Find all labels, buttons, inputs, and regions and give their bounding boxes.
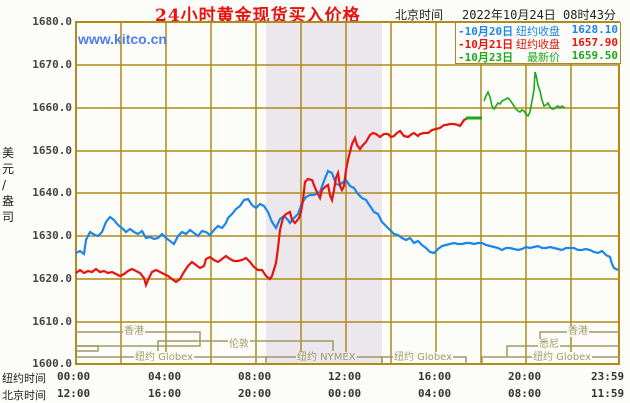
x-tick-bj: 20:00 xyxy=(238,387,272,400)
x-tick-bj: 04:00 xyxy=(418,387,452,400)
x-tick-bj: 11:59 xyxy=(591,387,625,400)
x-tick-ny: 08:00 xyxy=(238,370,272,383)
legend-name: 纽约收盘 xyxy=(516,25,560,38)
legend-date: -10月21日 xyxy=(458,38,514,51)
legend-date: -10月23日 xyxy=(458,51,514,64)
kitco-watermark[interactable]: www.kitco.cn xyxy=(78,31,167,47)
y-tick: 1670.0 xyxy=(32,58,72,71)
ny-time-label: 纽约时间 xyxy=(2,372,46,385)
beijing-time-label: 北京时间 xyxy=(395,8,444,22)
y-tick: 1640.0 xyxy=(32,186,72,199)
legend-value: 1659.50 xyxy=(571,49,618,62)
session-hongkong-right: 香港 xyxy=(567,326,589,337)
legend-name: 纽约收盘 xyxy=(516,38,560,51)
legend-value: 1657.90 xyxy=(571,36,618,49)
x-tick-bj: 08:00 xyxy=(508,387,542,400)
session-globex-1: 纽约 Globex xyxy=(134,352,195,363)
y-tick: 1620.0 xyxy=(32,272,72,285)
session-nymex: 纽约 NYMEX xyxy=(296,352,357,363)
unit-char: / xyxy=(2,178,7,192)
legend-name: 最新价 xyxy=(527,51,560,64)
x-tick-ny: 20:00 xyxy=(508,370,542,383)
legend-item-oct21: -10月21日 纽约收盘 1657.90 xyxy=(458,36,618,51)
y-tick: 1630.0 xyxy=(32,229,72,242)
x-tick-bj: 00:00 xyxy=(328,387,362,400)
grid-lines xyxy=(76,22,619,364)
x-tick-ny: 16:00 xyxy=(418,370,452,383)
plot-border xyxy=(75,21,620,365)
session-london: 伦敦 xyxy=(228,339,250,350)
y-tick: 1680.0 xyxy=(32,15,72,28)
unit-char: 元 xyxy=(2,162,15,176)
x-tick-bj: 16:00 xyxy=(148,387,182,400)
session-hongkong-left: 香港 xyxy=(123,326,145,337)
x-tick-ny: 00:00 xyxy=(57,370,91,383)
session-globex-3: 纽约 Globex xyxy=(532,352,593,363)
session-sydney: 悉尼 xyxy=(538,339,560,350)
unit-char: 司 xyxy=(2,210,15,224)
x-tick-ny: 12:00 xyxy=(328,370,362,383)
legend-date: -10月20日 xyxy=(458,25,514,38)
x-axis-bj-row: 北京时间 12:00 16:00 20:00 00:00 04:00 08:00… xyxy=(0,387,630,402)
session-globex-2: 纽约 Globex xyxy=(393,352,454,363)
x-tick-ny: 04:00 xyxy=(148,370,182,383)
current-datetime: 2022年10月24日 08时43分 xyxy=(462,8,616,22)
x-tick-bj: 12:00 xyxy=(57,387,91,400)
legend-box: -10月20日 纽约收盘 1628.10 -10月21日 纽约收盘 1657.9… xyxy=(455,22,621,64)
series-oct20-line xyxy=(75,169,619,271)
x-axis-ny-row: 纽约时间 00:00 04:00 08:00 12:00 16:00 20:00… xyxy=(0,370,630,385)
legend-item-oct23: -10月23日 最新价 1659.50 xyxy=(458,49,618,64)
x-tick-ny: 23:59 xyxy=(591,370,625,383)
y-tick: 1650.0 xyxy=(32,144,72,157)
y-axis-unit: 美 元 / 盎 司 xyxy=(2,145,16,225)
unit-char: 美 xyxy=(2,146,15,160)
legend-item-oct20: -10月20日 纽约收盘 1628.10 xyxy=(458,23,618,38)
bj-time-label: 北京时间 xyxy=(2,389,46,402)
y-tick: 1660.0 xyxy=(32,101,72,114)
y-tick: 1600.0 xyxy=(32,357,72,370)
series-oct23-line-live xyxy=(483,71,566,118)
legend-value: 1628.10 xyxy=(571,23,618,36)
series-oct21-line xyxy=(75,116,470,289)
unit-char: 盎 xyxy=(2,194,15,208)
y-tick: 1610.0 xyxy=(32,315,72,328)
